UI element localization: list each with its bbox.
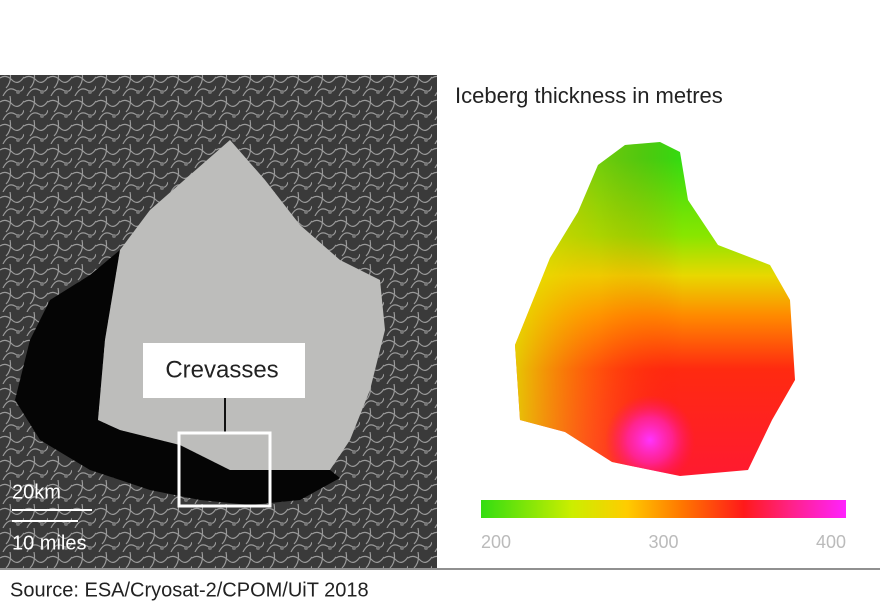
scale-tick-label: 200 bbox=[481, 532, 511, 552]
crevasses-label: Crevasses bbox=[165, 356, 278, 383]
satellite-image bbox=[0, 75, 437, 568]
source: Source: ESA/Cryosat-2/CPOM/UiT 2018 bbox=[10, 579, 369, 601]
scale-tick-label: 300 bbox=[648, 532, 678, 552]
highlight-box bbox=[177, 431, 272, 508]
scale-km: 20km bbox=[12, 481, 61, 503]
label-box bbox=[143, 343, 305, 398]
scale-miles: 10 miles bbox=[12, 532, 86, 554]
thickness-map bbox=[515, 142, 795, 476]
map-title: Iceberg thickness in metres bbox=[455, 83, 723, 108]
color-scale bbox=[481, 500, 846, 518]
scale-tick-label: 400 bbox=[816, 532, 846, 552]
scale-ticks: 200 300 400 bbox=[481, 532, 846, 552]
